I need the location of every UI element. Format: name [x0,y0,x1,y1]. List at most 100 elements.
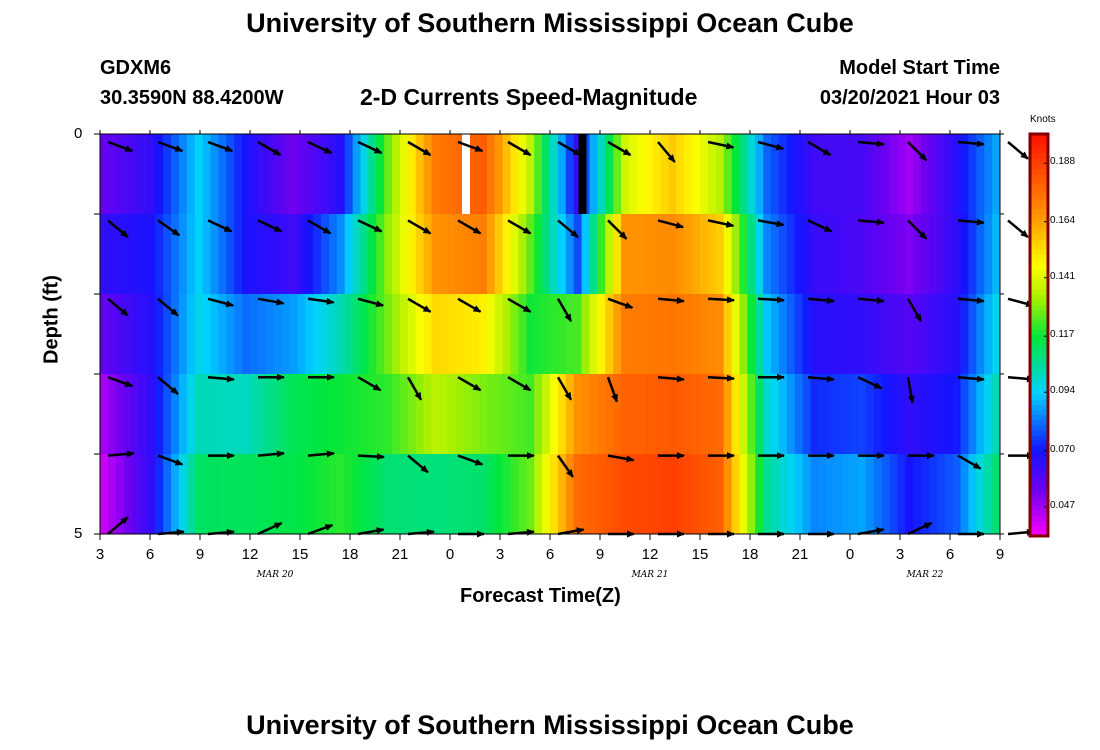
current-vector-arrow [707,140,735,150]
colorbar-swatch [1030,314,1048,321]
heatmap-cell [234,214,243,295]
heatmap-cell [668,374,677,455]
heatmap-cell [297,294,306,375]
heatmap-cell [526,134,535,215]
colorbar-swatch [1030,510,1048,517]
heatmap-cell [684,294,693,375]
heatmap-cell [739,214,748,295]
colorbar-tick-label: 0.141 [1050,270,1076,282]
heatmap-cell [257,134,267,215]
heatmap-cell [881,134,891,215]
heatmap-cell [810,454,820,534]
heatmap-cell [802,294,812,375]
heatmap-cell [360,374,370,455]
heatmap-cell [171,134,180,215]
x-tick-label: 3 [895,546,905,563]
heatmap-cell [984,454,993,534]
heatmap-cell [352,294,362,375]
heatmap-cell [486,134,496,215]
heatmap-cell [636,374,646,455]
heatmap-cell [889,374,898,455]
x-tick-label: 12 [241,546,259,563]
heatmap-cell [273,454,283,534]
heatmap-cell [881,214,891,295]
heatmap-cell [455,134,464,215]
heatmap-cell [178,134,188,215]
colorbar-swatch [1030,169,1048,175]
y-tick-label: 5 [74,525,83,542]
heatmap-cell [305,374,314,455]
heatmap-cell [194,294,204,375]
heatmap-cell [550,294,559,375]
heatmap-cell [321,294,330,375]
heatmap-cell [818,294,827,375]
heatmap-cell [455,214,464,295]
station-location: 30.3590N 88.4200W [100,87,284,109]
heatmap-cell [550,214,559,295]
heatmap-cell [944,214,954,295]
heatmap-cell [731,374,741,455]
heatmap-cell [605,294,614,375]
colorbar-swatch [1030,134,1048,140]
heatmap-cell [534,374,543,455]
current-vector-arrow [207,297,235,308]
heatmap-cell [613,294,622,375]
heatmap-cell [289,454,298,534]
heatmap-cell [794,214,804,295]
current-vector-arrow [107,140,134,153]
heatmap-cell [960,134,970,215]
colorbar-swatch [1030,189,1048,195]
current-vector-arrow [557,140,582,157]
heatmap-cell [810,134,820,215]
heatmap-cell [415,454,425,534]
heatmap-cell [715,454,725,534]
heatmap-cell [992,454,1000,534]
heatmap-cell [676,134,685,215]
heatmap-cell [755,134,764,215]
heatmap-cell [376,374,385,455]
heatmap-cell [857,214,867,295]
heatmap-cell [778,294,788,375]
heatmap-cell [936,214,946,295]
colorbar-tick-label: 0.188 [1050,156,1076,168]
heatmap-cell [565,294,575,375]
heatmap-cell [660,134,670,215]
heatmap-cell [368,214,377,295]
heatmap-cell [257,214,267,295]
heatmap-cell [360,134,370,215]
current-vector-arrow [257,140,282,157]
colorbar-swatch [1030,289,1048,296]
heatmap-cell [763,374,772,455]
heatmap-cell [131,374,141,455]
current-vector-arrow [357,527,385,536]
colorbar-swatch [1030,375,1048,381]
colorbar-swatch [1030,329,1048,336]
colorbar-swatch [1030,390,1048,396]
colorbar-swatch [1030,174,1048,180]
heatmap-cell [905,454,914,534]
heatmap-cell [700,214,709,295]
heatmap-cell [250,134,259,215]
heatmap-cell [644,134,654,215]
heatmap-cell [889,134,898,215]
x-tick-label: 6 [545,546,555,563]
heatmap-cell [123,134,133,215]
colorbar-swatch [1030,304,1048,311]
heatmap-cell [668,134,677,215]
heatmap-cell [834,134,843,215]
current-vector-arrow [657,219,685,229]
current-vector-arrow [307,219,332,235]
heatmap-cell [905,214,914,295]
heatmap-cell [313,294,322,375]
colorbar-swatch [1030,380,1048,386]
heatmap-cell [944,374,954,455]
heatmap-cell [171,294,180,375]
heatmap-cell [542,374,551,455]
heatmap-cell [605,214,614,295]
x-tick-label: 15 [291,546,309,563]
heatmap-cell [139,214,148,295]
heatmap-cell [913,454,922,534]
heatmap-cell [771,454,780,534]
page-title: University of Southern Mississippi Ocean… [246,8,854,38]
heatmap-cell [257,294,267,375]
